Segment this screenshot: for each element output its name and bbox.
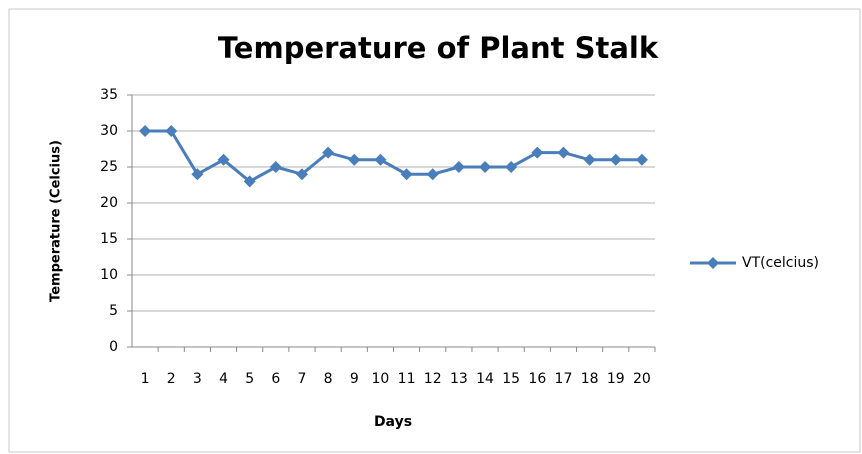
- point: [479, 161, 492, 173]
- x-tick-label: 13: [450, 371, 468, 387]
- legend-label: VT(celcius): [742, 255, 819, 271]
- legend-marker: [707, 257, 719, 269]
- y-tick-label: 10: [100, 267, 118, 283]
- x-tick-label: 16: [528, 371, 546, 387]
- x-tick-label: 7: [298, 371, 307, 387]
- y-tick-label: 25: [100, 159, 118, 175]
- point: [165, 125, 178, 137]
- point: [609, 153, 622, 166]
- x-tick-label: 15: [502, 371, 520, 387]
- x-tick-label: 8: [324, 371, 333, 387]
- y-tick-label: 20: [100, 195, 118, 211]
- x-axis-label: Days: [374, 414, 412, 430]
- y-axis-label: Temperature (Celcius): [49, 140, 64, 302]
- point: [426, 168, 439, 181]
- y-tick-label: 30: [100, 123, 118, 139]
- point: [322, 146, 335, 159]
- x-tick-label: 1: [141, 371, 150, 387]
- point: [139, 125, 152, 137]
- x-tick-label: 19: [607, 371, 625, 387]
- point: [191, 168, 204, 181]
- point: [505, 161, 518, 173]
- x-tick-label: 12: [424, 371, 442, 387]
- point: [583, 153, 596, 166]
- point: [295, 168, 308, 181]
- x-tick-label: 10: [372, 371, 390, 387]
- point: [348, 153, 361, 166]
- y-tick-label: 0: [109, 339, 118, 355]
- point: [452, 161, 465, 173]
- point: [557, 146, 570, 159]
- point: [243, 175, 256, 188]
- y-tick-label: 15: [100, 231, 118, 247]
- x-tick-label: 14: [476, 371, 494, 387]
- x-tick-label: 17: [555, 371, 573, 387]
- chart-title: Temperature of Plant Stalk: [218, 31, 659, 65]
- y-tick-label: 5: [109, 303, 118, 319]
- point: [374, 153, 387, 166]
- point: [400, 168, 413, 181]
- x-tick-label: 6: [271, 371, 280, 387]
- x-tick-label: 11: [398, 371, 416, 387]
- x-tick-label: 18: [581, 371, 599, 387]
- point: [635, 153, 648, 166]
- y-tick-label: 35: [100, 87, 118, 103]
- x-tick-label: 3: [193, 371, 202, 387]
- x-tick-label: 4: [219, 371, 228, 387]
- point: [269, 161, 282, 173]
- x-tick-label: 20: [633, 371, 651, 387]
- chart-frame: [8, 8, 861, 453]
- point: [531, 146, 544, 159]
- x-tick-label: 5: [245, 371, 254, 387]
- x-tick-label: 9: [350, 371, 359, 387]
- point: [217, 153, 230, 166]
- x-tick-label: 2: [167, 371, 176, 387]
